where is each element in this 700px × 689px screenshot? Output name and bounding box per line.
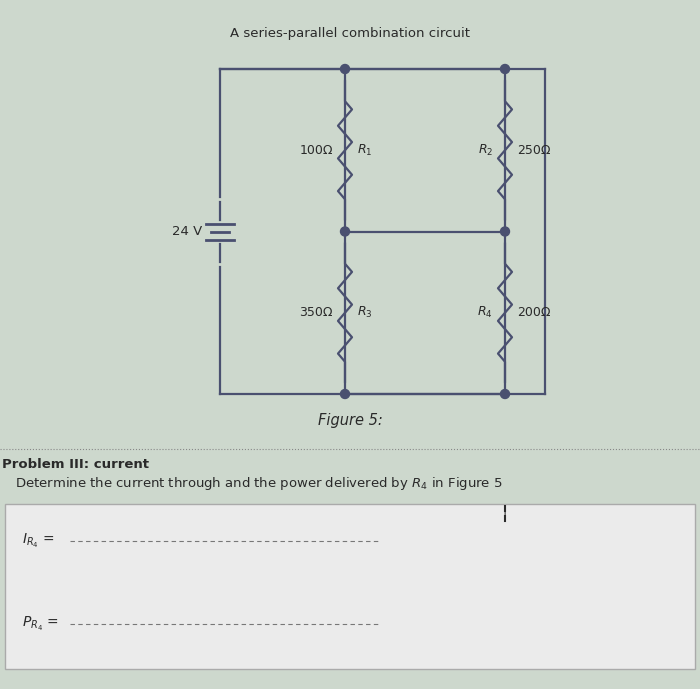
Bar xyxy=(5,504,695,669)
Text: $R_4$: $R_4$ xyxy=(477,305,493,320)
Text: A series-parallel combination circuit: A series-parallel combination circuit xyxy=(230,28,470,41)
Text: $I_{R_4}$ =: $I_{R_4}$ = xyxy=(22,532,55,550)
Text: Determine the current through and the power delivered by $R_4$ in Figure 5: Determine the current through and the po… xyxy=(15,475,503,493)
Text: Problem III: current: Problem III: current xyxy=(2,457,149,471)
Text: $R_1$: $R_1$ xyxy=(357,143,372,158)
Text: $R_2$: $R_2$ xyxy=(477,143,493,158)
Circle shape xyxy=(500,389,510,398)
Circle shape xyxy=(340,389,349,398)
Text: Figure 5:: Figure 5: xyxy=(318,413,382,429)
Text: |: | xyxy=(503,508,507,520)
Text: 100Ω: 100Ω xyxy=(300,144,333,157)
Text: $P_{R_4}$ =: $P_{R_4}$ = xyxy=(22,615,59,633)
Circle shape xyxy=(340,227,349,236)
Text: $R_3$: $R_3$ xyxy=(357,305,372,320)
Circle shape xyxy=(500,65,510,74)
Circle shape xyxy=(340,65,349,74)
Circle shape xyxy=(500,227,510,236)
Text: 350Ω: 350Ω xyxy=(300,306,333,319)
Text: 200Ω: 200Ω xyxy=(517,306,550,319)
Text: 24 V: 24 V xyxy=(172,225,202,238)
Text: 250Ω: 250Ω xyxy=(517,144,550,157)
